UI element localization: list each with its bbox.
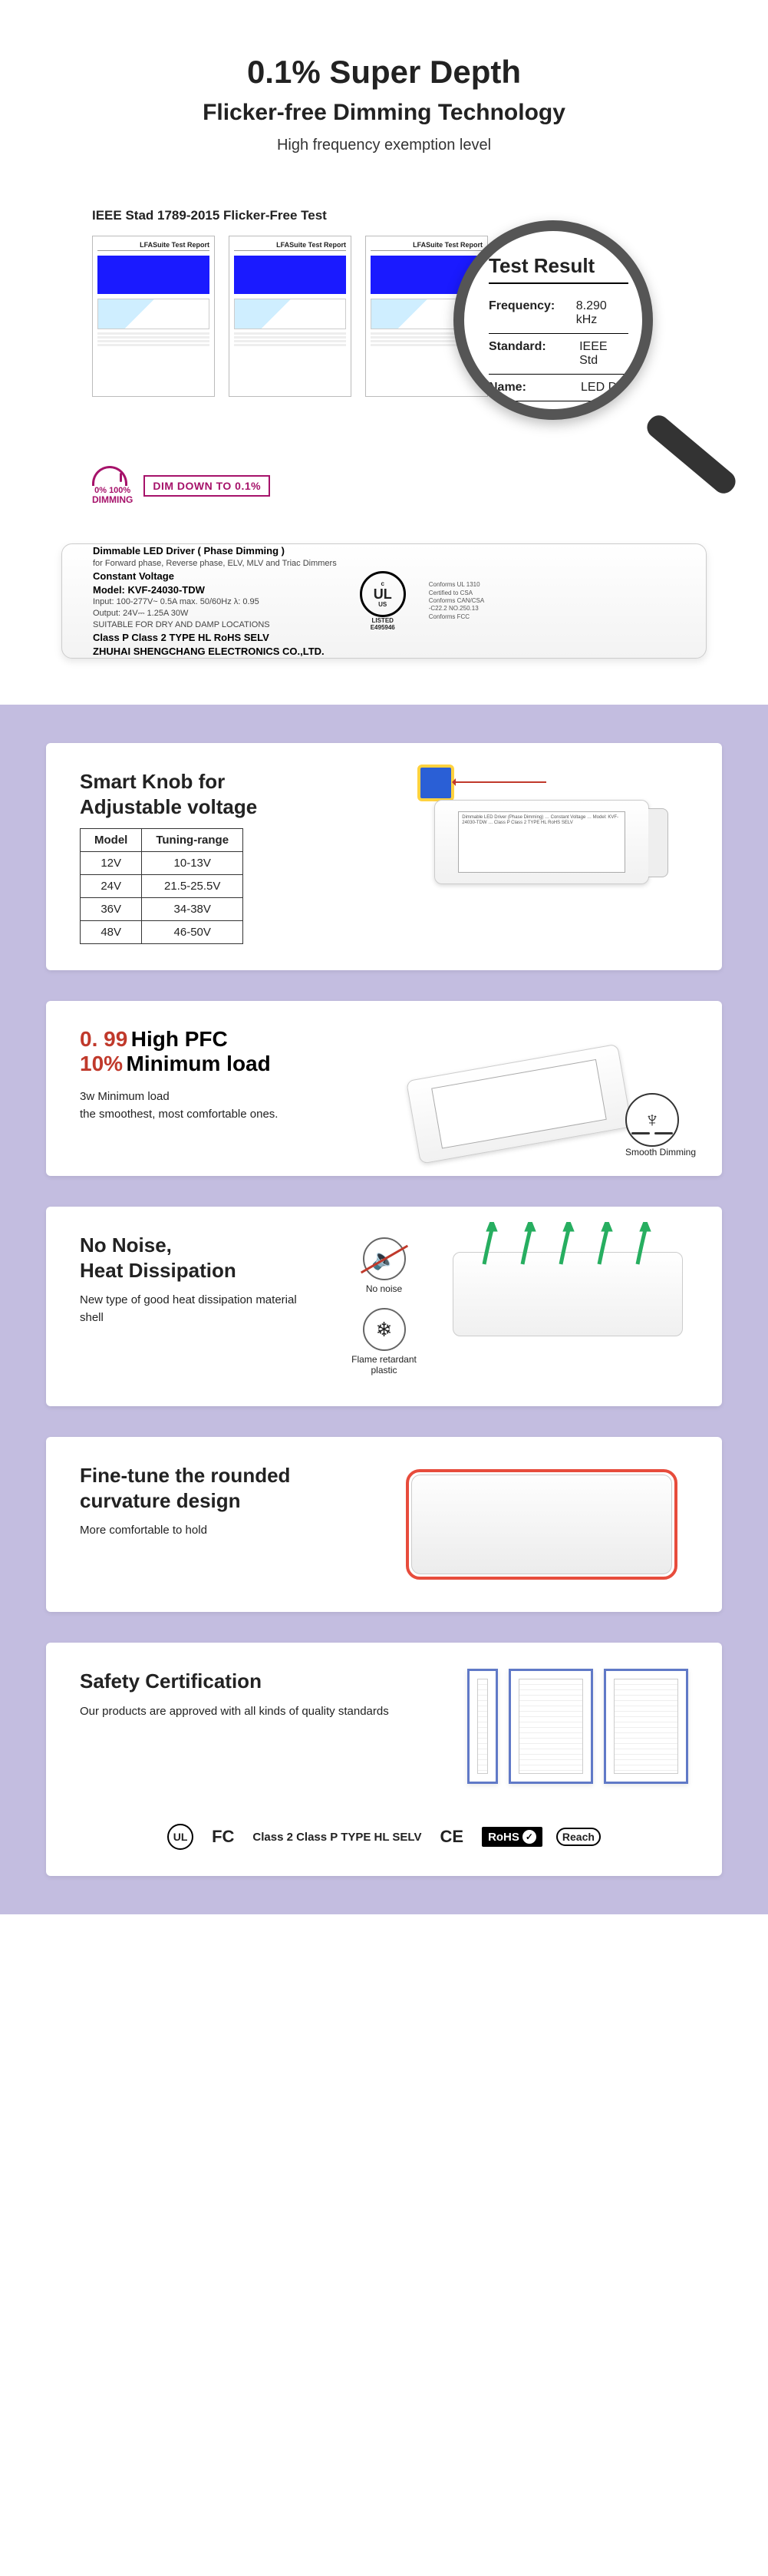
ul-listed-icon: c UL US bbox=[360, 571, 406, 617]
lens-title: Test Result bbox=[489, 254, 628, 284]
driver-label-block: Dimmable LED Driver ( Phase Dimming ) fo… bbox=[93, 544, 337, 659]
result-value: 8.290 kHz bbox=[576, 299, 628, 327]
hero-subtitle: Flicker-free Dimming Technology bbox=[31, 100, 737, 126]
card-text: New type of good heat dissipation materi… bbox=[80, 1292, 321, 1326]
test-report: LFASuite Test Report bbox=[92, 236, 215, 397]
result-value: LED Dri bbox=[581, 381, 624, 395]
features-section: Smart Knob for Adjustable voltage ModelT… bbox=[0, 705, 768, 1914]
result-row: Name: LED Dri bbox=[489, 375, 628, 401]
mini-driver-image: Dimmable LED Driver (Phase Dimming) … Co… bbox=[434, 800, 649, 884]
table-row: 12V10-13V bbox=[81, 852, 243, 875]
card-no-noise: No Noise, Heat Dissipation New type of g… bbox=[46, 1207, 722, 1406]
dim-down-badge: DIM DOWN TO 0.1% bbox=[143, 475, 270, 497]
driver-note: SUITABLE FOR DRY AND DAMP LOCATIONS bbox=[93, 620, 270, 629]
certificate-image bbox=[509, 1669, 593, 1784]
card-text: Our products are approved with all kinds… bbox=[80, 1703, 444, 1721]
driver-title: Dimmable LED Driver ( Phase Dimming ) bbox=[93, 545, 285, 556]
pfc-line1: 3w Minimum load bbox=[80, 1088, 373, 1106]
heat-arrows-icon bbox=[469, 1222, 668, 1268]
result-row: Frequency: 8.290 kHz bbox=[489, 293, 628, 334]
table-row: 48V46-50V bbox=[81, 921, 243, 944]
smooth-dimming-icon: ♆ bbox=[625, 1093, 679, 1147]
driver-cv: Constant Voltage bbox=[93, 570, 174, 582]
result-row: Standard: IEEE Std bbox=[489, 334, 628, 375]
th-range: Tuning-range bbox=[142, 829, 243, 852]
card-title: No Noise, Heat Dissipation bbox=[80, 1233, 321, 1283]
no-noise-icon: 🔈 bbox=[363, 1237, 406, 1280]
ce-mark-icon: CE bbox=[436, 1825, 469, 1848]
minload-value: 10% bbox=[80, 1052, 123, 1075]
result-key: Standard: bbox=[489, 340, 579, 368]
certificate-image bbox=[604, 1669, 688, 1784]
pfc-label: High PFC bbox=[131, 1027, 228, 1051]
mini-driver-image bbox=[406, 1044, 632, 1164]
product-strip: Dimmable LED Driver ( Phase Dimming ) fo… bbox=[0, 528, 768, 705]
card-high-pfc: 0. 99 High PFC 10% Minimum load 3w Minim… bbox=[46, 1001, 722, 1176]
driver-input: Input: 100-277V~ 0.5A max. 50/60Hz λ: 0.… bbox=[93, 597, 259, 606]
driver-model: Model: KVF-24030-TDW bbox=[93, 584, 205, 596]
driver-mfr: ZHUHAI SHENGCHANG ELECTRONICS CO.,LTD. bbox=[93, 646, 325, 657]
ul-mark-icon: UL bbox=[167, 1824, 193, 1850]
led-driver-unit: Dimmable LED Driver ( Phase Dimming ) fo… bbox=[61, 543, 707, 659]
magnifier: Test Result Frequency: 8.290 kHz Standar… bbox=[453, 220, 714, 435]
driver-subtitle: for Forward phase, Reverse phase, ELV, M… bbox=[93, 559, 337, 568]
heat-dissipation-image bbox=[453, 1252, 683, 1336]
certificate-side: RTIFICATE bbox=[467, 1669, 498, 1784]
voltage-table: ModelTuning-range 12V10-13V 24V21.5-25.5… bbox=[80, 828, 243, 944]
magnifier-lens: Test Result Frequency: 8.290 kHz Standar… bbox=[453, 220, 653, 420]
reports-row: LFASuite Test Report LFASuite Test Repor… bbox=[92, 236, 707, 435]
dimming-label: DIMMING bbox=[92, 495, 133, 505]
card-title: Smart Knob for Adjustable voltage bbox=[80, 769, 373, 819]
icon-caption: No noise bbox=[351, 1283, 417, 1294]
minload-label: Minimum load bbox=[127, 1052, 271, 1075]
fc-mark-icon: FC bbox=[207, 1825, 239, 1848]
curvature-image bbox=[411, 1475, 672, 1574]
pfc-line2: the smoothest, most comfortable ones. bbox=[80, 1106, 373, 1124]
ul-caption: LISTED E495946 bbox=[360, 617, 406, 631]
certification-marks: UL FC Class 2 Class P TYPE HL SELV CE Ro… bbox=[80, 1824, 688, 1850]
report-header: LFASuite Test Report bbox=[234, 241, 346, 251]
driver-conforms: Conforms UL 1310 Certified to CSA Confor… bbox=[429, 581, 484, 621]
test-report: LFASuite Test Report bbox=[229, 236, 351, 397]
certificates-row: RTIFICATE bbox=[467, 1669, 688, 1784]
table-row: 24V21.5-25.5V bbox=[81, 875, 243, 898]
hero-title: 0.1% Super Depth bbox=[31, 54, 737, 91]
result-key: Name: bbox=[489, 381, 581, 395]
dimming-bar: 0% 100% DIMMING DIM DOWN TO 0.1% bbox=[0, 451, 768, 528]
card-safety: Safety Certification Our products are ap… bbox=[46, 1643, 722, 1876]
hero: 0.1% Super Depth Flicker-free Dimming Te… bbox=[0, 0, 768, 185]
driver-class: Class P Class 2 TYPE HL RoHS SELV bbox=[93, 632, 269, 643]
arrow-icon bbox=[454, 781, 546, 783]
card-title: Fine-tune the rounded curvature design bbox=[80, 1463, 373, 1513]
icon-caption: Flame retardant plastic bbox=[351, 1354, 417, 1376]
result-key: Frequency: bbox=[489, 299, 576, 327]
pfc-value: 0. 99 bbox=[80, 1027, 127, 1051]
red-outline-icon bbox=[406, 1469, 677, 1580]
hero-caption: High frequency exemption level bbox=[31, 137, 737, 154]
report-header: LFASuite Test Report bbox=[97, 241, 209, 251]
flame-retardant-icon: ❄ bbox=[363, 1308, 406, 1351]
gauge-icon bbox=[92, 466, 127, 486]
card-text: More comfortable to hold bbox=[80, 1522, 373, 1540]
driver-output: Output: 24V⎓ 1.25A 30W bbox=[93, 609, 188, 618]
th-model: Model bbox=[81, 829, 142, 852]
result-value: IEEE Std bbox=[579, 340, 628, 368]
reach-mark-icon: Reach bbox=[556, 1828, 601, 1846]
card-curvature: Fine-tune the rounded curvature design M… bbox=[46, 1437, 722, 1612]
rohs-mark-icon: RoHS✓ bbox=[482, 1827, 542, 1847]
class-text: Class 2 Class P TYPE HL SELV bbox=[252, 1831, 421, 1844]
ieee-section: IEEE Stad 1789-2015 Flicker-Free Test LF… bbox=[0, 185, 768, 451]
card-title: Safety Certification bbox=[80, 1669, 444, 1694]
table-row: 36V34-38V bbox=[81, 898, 243, 921]
smooth-dimming-badge: ♆ Smooth Dimming bbox=[625, 1093, 696, 1158]
card-smart-knob: Smart Knob for Adjustable voltage ModelT… bbox=[46, 743, 722, 970]
smooth-caption: Smooth Dimming bbox=[625, 1147, 696, 1158]
